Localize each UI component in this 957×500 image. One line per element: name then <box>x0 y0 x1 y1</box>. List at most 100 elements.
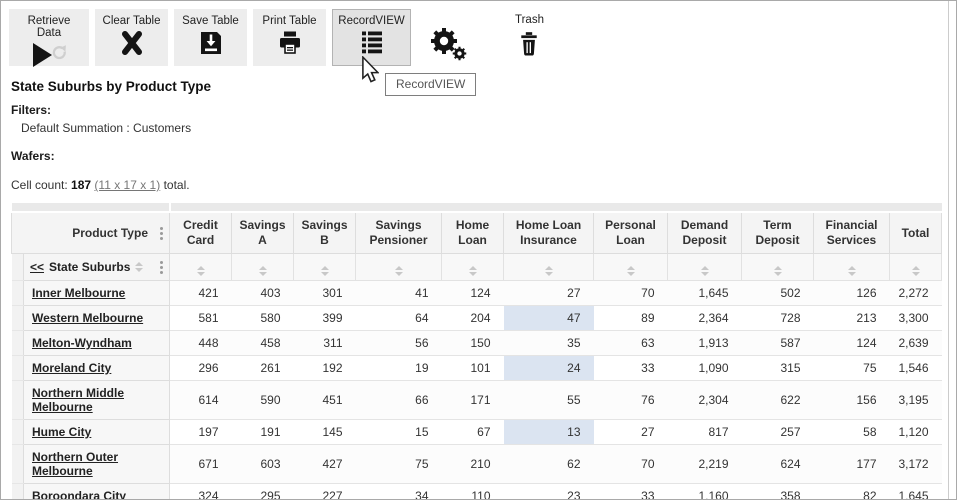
data-cell[interactable]: 603 <box>231 444 294 484</box>
column-header-demand-deposit[interactable]: Demand Deposit <box>667 211 742 254</box>
sort-arrows-icon[interactable] <box>196 265 205 276</box>
data-cell[interactable]: 1,913 <box>667 330 742 356</box>
data-cell[interactable]: 315 <box>741 355 814 381</box>
sort-cell-total[interactable] <box>889 253 942 281</box>
data-cell[interactable]: 76 <box>593 380 668 420</box>
column-header-home-loan[interactable]: Home Loan <box>441 211 504 254</box>
data-cell[interactable]: 587 <box>741 330 814 356</box>
data-cell[interactable]: 192 <box>293 355 356 381</box>
sort-arrows-icon[interactable] <box>847 265 856 276</box>
settings-button[interactable] <box>429 26 471 62</box>
data-cell[interactable]: 622 <box>741 380 814 420</box>
data-cell[interactable]: 70 <box>593 280 668 306</box>
data-cell[interactable]: 89 <box>593 305 668 331</box>
data-cell[interactable]: 27 <box>593 419 668 445</box>
sort-cell-savings-pensioner[interactable] <box>355 253 442 281</box>
data-cell[interactable]: 177 <box>813 444 890 484</box>
data-cell[interactable]: 1,645 <box>889 483 942 499</box>
data-cell[interactable]: 124 <box>813 330 890 356</box>
data-cell[interactable]: 311 <box>293 330 356 356</box>
data-cell[interactable]: 34 <box>355 483 442 499</box>
row-label-link[interactable]: Inner Melbourne <box>32 286 126 300</box>
data-cell[interactable]: 817 <box>667 419 742 445</box>
row-label-link[interactable]: Moreland City <box>32 361 112 375</box>
data-cell-selected[interactable]: 24 <box>503 355 594 381</box>
sort-arrows-icon[interactable] <box>320 265 329 276</box>
column-header-total[interactable]: Total <box>889 211 942 254</box>
data-cell[interactable]: 3,195 <box>889 380 942 420</box>
sort-cell-demand-deposit[interactable] <box>667 253 742 281</box>
data-cell[interactable]: 150 <box>441 330 504 356</box>
data-cell[interactable]: 257 <box>741 419 814 445</box>
sort-cell-personal-loan[interactable] <box>593 253 668 281</box>
column-header-credit-card[interactable]: Credit Card <box>169 211 232 254</box>
data-cell[interactable]: 427 <box>293 444 356 484</box>
data-cell[interactable]: 451 <box>293 380 356 420</box>
data-cell[interactable]: 41 <box>355 280 442 306</box>
sort-arrows-icon[interactable] <box>773 265 782 276</box>
data-cell[interactable]: 614 <box>169 380 232 420</box>
data-cell[interactable]: 82 <box>813 483 890 499</box>
column-header-savings-a[interactable]: Savings A <box>231 211 294 254</box>
data-cell[interactable]: 56 <box>355 330 442 356</box>
data-cell[interactable]: 171 <box>441 380 504 420</box>
data-cell[interactable]: 58 <box>813 419 890 445</box>
sort-arrows-icon[interactable] <box>394 265 403 276</box>
data-cell[interactable]: 671 <box>169 444 232 484</box>
data-cell-selected[interactable]: 13 <box>503 419 594 445</box>
sort-arrows-icon[interactable] <box>468 265 477 276</box>
data-cell[interactable]: 295 <box>231 483 294 499</box>
data-cell[interactable]: 227 <box>293 483 356 499</box>
data-cell-selected[interactable]: 35 <box>503 330 594 356</box>
row-label-link[interactable]: Boroondara City <box>32 489 127 500</box>
data-cell[interactable]: 204 <box>441 305 504 331</box>
data-cell[interactable]: 145 <box>293 419 356 445</box>
data-cell[interactable]: 63 <box>593 330 668 356</box>
data-cell[interactable]: 448 <box>169 330 232 356</box>
data-cell[interactable]: 75 <box>355 444 442 484</box>
data-cell[interactable]: 421 <box>169 280 232 306</box>
sort-cell-savings-b[interactable] <box>293 253 356 281</box>
clear-table-button[interactable]: Clear Table <box>95 9 168 66</box>
data-cell-selected[interactable]: 55 <box>503 380 594 420</box>
data-cell[interactable]: 33 <box>593 355 668 381</box>
data-cell[interactable]: 124 <box>441 280 504 306</box>
row-label-link[interactable]: Melton-Wyndham <box>32 336 132 350</box>
data-cell[interactable]: 296 <box>169 355 232 381</box>
data-cell-selected[interactable]: 47 <box>503 305 594 331</box>
data-cell[interactable]: 581 <box>169 305 232 331</box>
sort-arrows-icon[interactable] <box>700 265 709 276</box>
data-cell[interactable]: 15 <box>355 419 442 445</box>
data-cell[interactable]: 62 <box>503 444 594 484</box>
column-header-home-loan-insurance[interactable]: Home Loan Insurance <box>503 211 594 254</box>
data-cell[interactable]: 23 <box>503 483 594 499</box>
data-cell[interactable]: 27 <box>503 280 594 306</box>
kebab-menu-icon[interactable] <box>160 260 163 274</box>
data-cell[interactable]: 358 <box>741 483 814 499</box>
sort-arrows-icon[interactable] <box>626 265 635 276</box>
column-header-savings-pensioner[interactable]: Savings Pensioner <box>355 211 442 254</box>
sort-cell-home-loan[interactable] <box>441 253 504 281</box>
kebab-menu-icon[interactable] <box>160 226 163 240</box>
data-cell[interactable]: 624 <box>741 444 814 484</box>
cell-count-link[interactable]: (11 x 17 x 1) <box>94 178 161 192</box>
data-cell[interactable]: 2,364 <box>667 305 742 331</box>
data-cell[interactable]: 590 <box>231 380 294 420</box>
trash-button[interactable]: Trash <box>515 9 544 57</box>
data-cell[interactable]: 458 <box>231 330 294 356</box>
data-cell[interactable]: 191 <box>231 419 294 445</box>
data-cell[interactable]: 2,272 <box>889 280 942 306</box>
data-cell[interactable]: 126 <box>813 280 890 306</box>
collapse-dimension-link[interactable]: << <box>30 260 45 274</box>
print-table-button[interactable]: Print Table <box>253 9 326 66</box>
data-cell[interactable]: 502 <box>741 280 814 306</box>
data-cell[interactable]: 399 <box>293 305 356 331</box>
data-cell[interactable]: 403 <box>231 280 294 306</box>
data-cell[interactable]: 156 <box>813 380 890 420</box>
sort-arrows-icon[interactable] <box>544 265 553 276</box>
data-cell[interactable]: 1,645 <box>667 280 742 306</box>
data-cell[interactable]: 2,219 <box>667 444 742 484</box>
sort-cell-home-loan-insurance[interactable] <box>503 253 594 281</box>
save-table-button[interactable]: Save Table <box>174 9 247 66</box>
sort-cell-term-deposit[interactable] <box>741 253 814 281</box>
